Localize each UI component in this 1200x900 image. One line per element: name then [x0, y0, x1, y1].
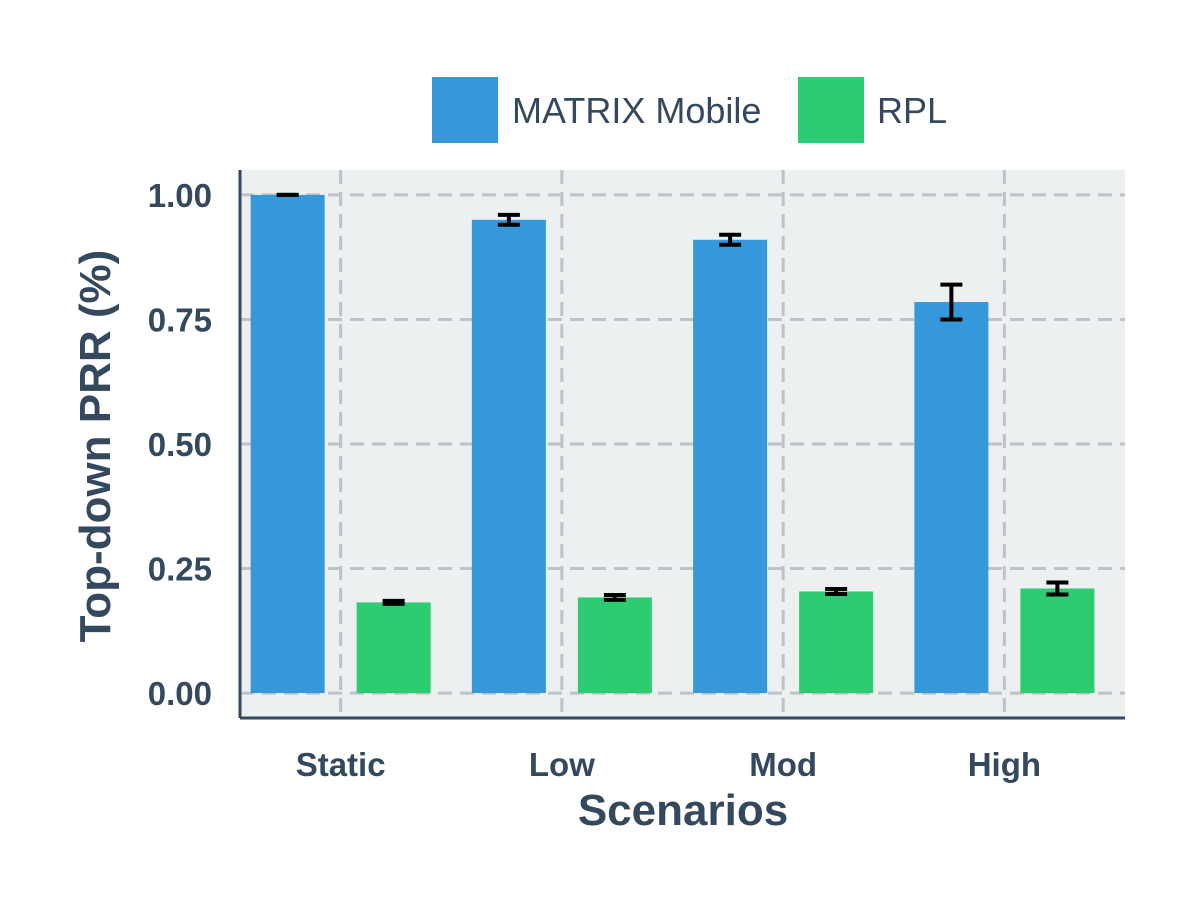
- x-tick-label: Mod: [749, 746, 817, 783]
- legend-label: MATRIX Mobile: [512, 90, 761, 131]
- x-tick-labels: Static Low Mod High: [296, 746, 1041, 783]
- legend[interactable]: MATRIX Mobile RPL: [432, 77, 947, 143]
- bars: [250, 194, 1095, 694]
- bar-matrix-mobile-high[interactable]: [914, 302, 989, 694]
- bar-rpl-mod[interactable]: [799, 591, 874, 694]
- bar-rpl-high[interactable]: [1020, 588, 1095, 694]
- legend-swatch: [798, 77, 864, 143]
- axes: [238, 170, 1125, 720]
- bar-rpl-static[interactable]: [356, 602, 431, 694]
- y-axis-title: Top-down PRR (%): [71, 250, 120, 643]
- y-tick-labels: 0.00 0.25 0.50 0.75 1.00: [148, 177, 212, 712]
- bar-rpl-low[interactable]: [577, 597, 652, 694]
- bar-matrix-mobile-low[interactable]: [471, 219, 546, 694]
- error-bars: [276, 192, 1069, 606]
- x-axis-title: Scenarios: [578, 786, 788, 835]
- y-tick-label: 0.00: [148, 675, 212, 712]
- y-tick-label: 1.00: [148, 177, 212, 214]
- y-tick-label: 0.50: [148, 426, 212, 463]
- bar-matrix-mobile-static[interactable]: [250, 194, 325, 694]
- bar-matrix-mobile-mod[interactable]: [693, 239, 768, 694]
- y-tick-label: 0.75: [148, 301, 212, 338]
- x-tick-label: High: [968, 746, 1041, 783]
- x-tick-label: Static: [296, 746, 386, 783]
- legend-item-matrix-mobile[interactable]: MATRIX Mobile: [432, 77, 761, 143]
- legend-swatch: [432, 77, 498, 143]
- legend-item-rpl[interactable]: RPL: [798, 77, 947, 143]
- y-tick-label: 0.25: [148, 551, 212, 588]
- legend-label: RPL: [877, 90, 947, 131]
- x-tick-label: Low: [529, 746, 595, 783]
